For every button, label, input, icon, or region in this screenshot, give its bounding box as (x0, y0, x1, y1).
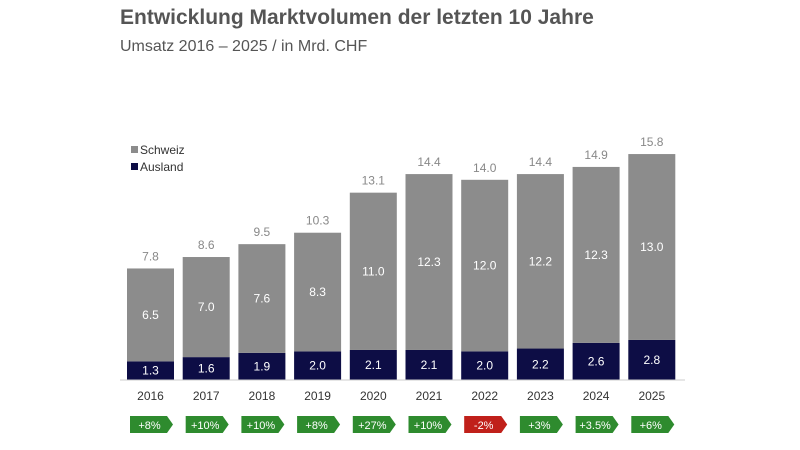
data-label-schweiz-2017: 7.0 (198, 300, 215, 314)
data-label-schweiz-2019: 8.3 (309, 285, 326, 299)
total-label-2017: 8.6 (198, 238, 215, 252)
growth-arrow-2022 (464, 416, 508, 433)
data-label-ausland-2021: 2.1 (421, 358, 438, 372)
growth-arrow-2025 (631, 416, 675, 433)
bar-schweiz-2021 (405, 174, 453, 350)
total-label-2025: 15.8 (640, 135, 664, 149)
bar-schweiz-2022 (461, 179, 509, 352)
growth-label-2023: +3% (528, 420, 551, 432)
legend-swatch-ausland (131, 163, 138, 170)
growth-label-2024: +3.5% (579, 420, 611, 432)
x-tick-2022: 2022 (471, 389, 498, 403)
total-label-2020: 13.1 (362, 174, 386, 188)
growth-arrow-2023 (519, 416, 563, 433)
data-label-ausland-2017: 1.6 (198, 362, 215, 376)
total-label-2021: 14.4 (417, 155, 441, 169)
legend-label-ausland: Ausland (140, 160, 183, 174)
growth-arrow-2016 (130, 416, 173, 433)
bar-schweiz-2017 (182, 257, 230, 358)
bar-ausland-2023 (516, 348, 564, 380)
x-tick-2021: 2021 (416, 389, 443, 403)
bar-ausland-2016 (127, 361, 174, 380)
data-label-schweiz-2021: 12.3 (417, 255, 441, 269)
data-label-ausland-2018: 1.9 (254, 359, 271, 373)
growth-label-2017: +10% (191, 420, 220, 432)
bar-ausland-2020 (349, 349, 397, 380)
growth-arrow-2018 (241, 416, 285, 433)
bar-ausland-2025 (628, 339, 676, 380)
bar-schweiz-2023 (516, 174, 564, 349)
bar-schweiz-2025 (628, 154, 676, 340)
total-label-2016: 7.8 (142, 249, 159, 263)
growth-arrow-2021 (408, 416, 452, 433)
x-tick-2025: 2025 (638, 389, 665, 403)
data-label-ausland-2020: 2.1 (365, 358, 382, 372)
data-label-ausland-2025: 2.8 (643, 353, 660, 367)
data-label-schweiz-2024: 12.3 (584, 248, 608, 262)
data-label-ausland-2022: 2.0 (476, 359, 493, 373)
total-label-2019: 10.3 (306, 214, 330, 228)
total-label-2022: 14.0 (473, 161, 497, 175)
data-label-ausland-2019: 2.0 (309, 359, 326, 373)
bar-ausland-2017 (182, 357, 230, 380)
x-tick-2016: 2016 (137, 389, 164, 403)
growth-label-2016: +8% (138, 420, 161, 432)
x-tick-2018: 2018 (249, 389, 276, 403)
bar-schweiz-2019 (294, 232, 342, 352)
total-label-2023: 14.4 (529, 155, 553, 169)
bar-schweiz-2016 (127, 268, 174, 362)
growth-arrow-2024 (575, 416, 619, 433)
total-label-2024: 14.9 (584, 148, 608, 162)
bar-schweiz-2018 (238, 244, 286, 353)
data-label-ausland-2016: 1.3 (142, 364, 159, 378)
data-label-schweiz-2022: 12.0 (473, 259, 497, 273)
bar-schweiz-2020 (349, 192, 397, 350)
bar-ausland-2024 (572, 342, 620, 380)
data-label-schweiz-2020: 11.0 (362, 264, 385, 278)
growth-label-2021: +10% (414, 420, 443, 432)
growth-label-2020: +27% (358, 420, 387, 432)
growth-label-2019: +8% (305, 420, 328, 432)
x-tick-2023: 2023 (527, 389, 554, 403)
growth-arrow-2020 (352, 416, 396, 433)
x-tick-2017: 2017 (193, 389, 220, 403)
growth-arrow-2019 (297, 416, 341, 433)
chart-title: Entwicklung Marktvolumen der letzten 10 … (120, 6, 594, 29)
data-label-schweiz-2025: 13.0 (640, 240, 664, 254)
bar-ausland-2021 (405, 349, 453, 380)
x-tick-2019: 2019 (304, 389, 331, 403)
data-label-schweiz-2023: 12.2 (529, 254, 553, 268)
chart-subtitle: Umsatz 2016 – 2025 / in Mrd. CHF (120, 38, 368, 55)
growth-label-2025: +6% (640, 420, 663, 432)
bar-schweiz-2024 (572, 166, 620, 343)
data-label-ausland-2024: 2.6 (588, 354, 605, 368)
growth-label-2018: +10% (247, 420, 276, 432)
x-tick-2024: 2024 (583, 389, 610, 403)
total-label-2018: 9.5 (254, 225, 271, 239)
bar-ausland-2019 (294, 351, 342, 380)
growth-label-2022: -2% (474, 420, 494, 432)
legend-swatch-schweiz (131, 146, 138, 153)
bar-ausland-2018 (238, 352, 286, 380)
legend-label-schweiz: Schweiz (140, 143, 185, 157)
data-label-ausland-2023: 2.2 (532, 357, 549, 371)
growth-arrow-2017 (185, 416, 229, 433)
bar-ausland-2022 (461, 351, 509, 380)
data-label-schweiz-2016: 6.5 (142, 308, 159, 322)
data-label-schweiz-2018: 7.6 (254, 291, 271, 305)
x-tick-2020: 2020 (360, 389, 387, 403)
